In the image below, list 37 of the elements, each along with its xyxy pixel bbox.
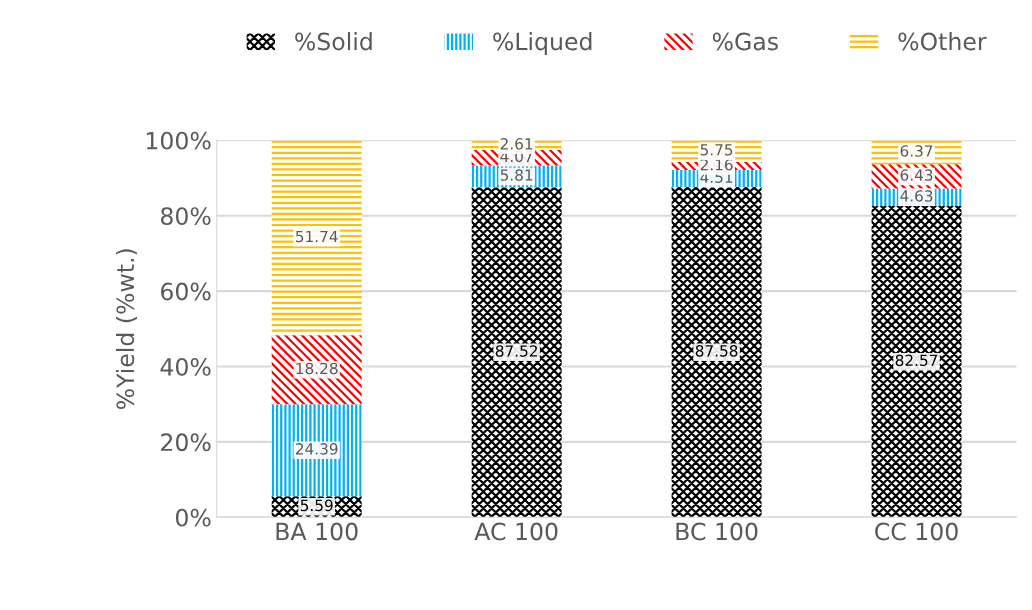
- data-label: 5.81: [500, 169, 533, 181]
- legend-label: %Gas: [712, 32, 778, 51]
- x-tick-label: BA 100: [276, 522, 358, 541]
- data-label: 6.37: [900, 145, 933, 157]
- bar: [871, 206, 962, 518]
- data-label: 18.28: [296, 362, 338, 375]
- data-label: 4.63: [900, 190, 933, 202]
- bar: [671, 187, 762, 518]
- data-label: 2.61: [500, 138, 533, 150]
- y-tick-label: 80%: [160, 207, 211, 225]
- data-label: 87.52: [495, 345, 537, 357]
- data-label: 6.43: [900, 169, 933, 181]
- data-label: 4.07: [500, 150, 533, 163]
- data-label: 2.16: [700, 158, 733, 171]
- data-label: 82.57: [895, 354, 938, 367]
- legend-label: %Liqued: [493, 32, 592, 55]
- x-tick-label: AC 100: [474, 522, 558, 541]
- bar: [471, 187, 562, 518]
- data-label: 5.75: [700, 144, 733, 156]
- legend-label: %Other: [898, 32, 987, 51]
- y-tick-label: 40%: [160, 357, 211, 376]
- x-tick-label: BC 100: [676, 522, 758, 541]
- data-label: 24.39: [295, 443, 338, 455]
- data-label: 87.58: [695, 345, 738, 357]
- y-axis-title: %Yield (%wt.): [115, 249, 137, 410]
- data-label: 51.74: [296, 230, 338, 243]
- y-tick-label: 0%: [175, 508, 211, 527]
- bar: [271, 404, 362, 497]
- y-tick-label: 20%: [161, 433, 211, 452]
- bar: [271, 335, 362, 405]
- legend-label: %Solid: [295, 32, 372, 51]
- bar: [271, 140, 362, 336]
- data-label: 4.51: [700, 171, 733, 184]
- y-tick-label: 100%: [146, 131, 211, 150]
- data-label: 5.59: [300, 499, 333, 512]
- y-tick-label: 60%: [161, 282, 211, 301]
- x-tick-label: CC 100: [875, 522, 958, 541]
